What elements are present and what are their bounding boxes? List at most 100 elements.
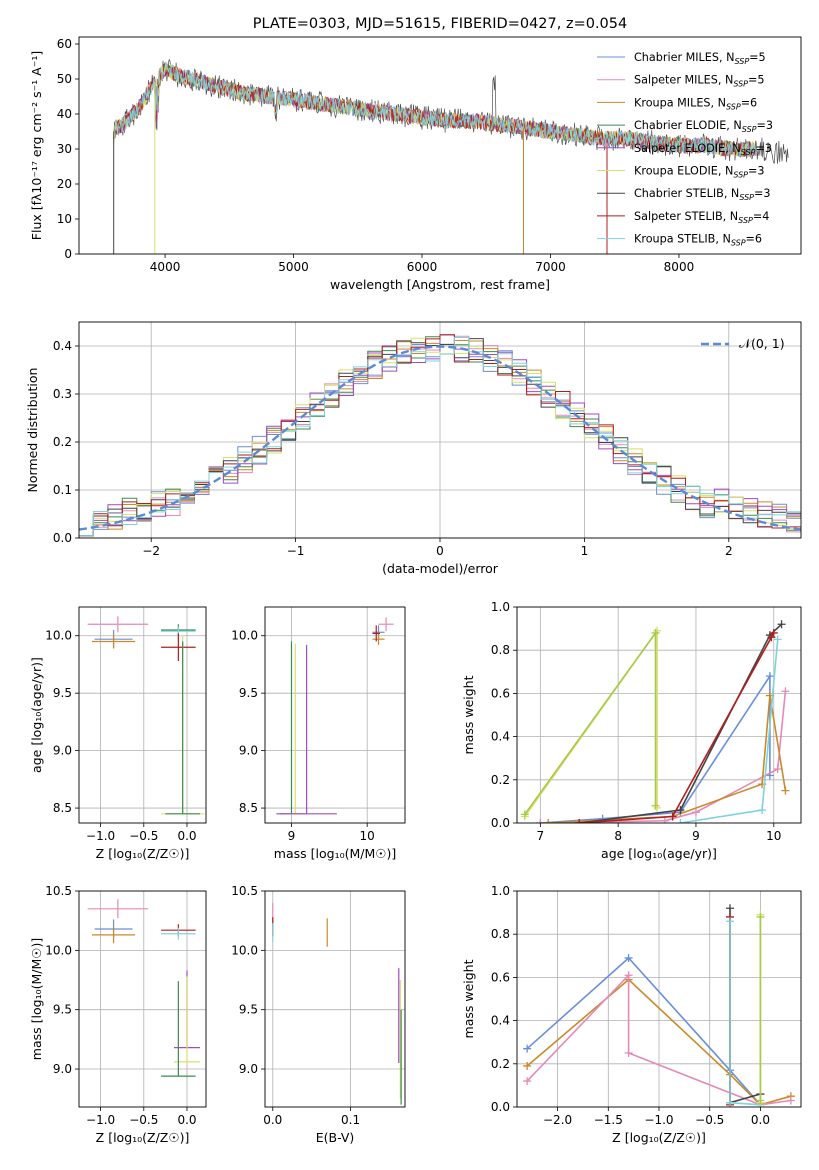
weight-line-5 [729, 921, 761, 1106]
histogram-6 [79, 338, 801, 537]
x-tick-label: −2 [142, 544, 160, 558]
legend-entry: Chabrier MILES, NSSP=5 [634, 51, 766, 66]
weight-line-1 [524, 630, 657, 815]
axes-frame [516, 890, 802, 1108]
plus-marker [668, 812, 677, 821]
y-tick-label: 9.0 [239, 1062, 258, 1076]
plus-marker [544, 819, 553, 823]
plus-marker [767, 633, 776, 642]
plus-marker [773, 765, 782, 773]
y-tick-label: 0.8 [491, 927, 510, 941]
plot-area [265, 607, 405, 823]
axes-frame [264, 890, 406, 1108]
y-tick-label: 9.5 [53, 686, 72, 700]
y-tick-label: 0.0 [491, 816, 510, 830]
x-tick-label: 0.0 [751, 1113, 770, 1127]
x-tick-label: 6000 [407, 260, 438, 274]
chart-mass-vs-EBV: 0.0 0.1 9.0 9.5 10.0 10.5 E(B-V) [231, 884, 406, 1145]
plus-marker [773, 635, 782, 644]
chart-weight-vs-age: 7 8 9 10 0.0 0.2 0.4 0.6 0.8 1.0 age [log₁₀(age/yr… [461, 600, 802, 861]
weight-line-3 [729, 908, 761, 1104]
plus-marker [758, 806, 767, 815]
plus-marker [726, 1098, 734, 1107]
legend-entry: Salpeter MILES, NSSP=5 [634, 74, 765, 89]
axes-frame [516, 606, 802, 824]
y-tick-label: 0.4 [491, 1014, 510, 1028]
legend-entry: Salpeter STELIB, NSSP=4 [634, 210, 769, 225]
plot-area [79, 322, 801, 538]
errorbar-point [276, 644, 337, 815]
plus-marker [777, 620, 786, 629]
x-tick-label: 0 [436, 544, 444, 558]
series-line-8 [113, 61, 757, 158]
plus-marker [781, 786, 790, 795]
plus-marker [575, 819, 584, 823]
chart-weight-vs-Z: −2.0 −1.5 −1.0 −0.5 0.0 0.0 0.2 0.4 0.6 0.8 1.0 Z [… [461, 884, 802, 1145]
x-tick-label: −2.0 [543, 1113, 572, 1127]
chart-spectrum: 4000 5000 6000 7000 8000 0 10 20 30 40 50 60 wavelen… [29, 16, 802, 292]
y-tick-label: 0.0 [491, 1100, 510, 1114]
x-tick-label: 8 [614, 829, 622, 843]
plus-marker [520, 810, 529, 819]
errorbar-point [161, 633, 196, 661]
y-tick-label: 0.6 [491, 686, 510, 700]
plus-marker [756, 912, 765, 921]
y-tick-label: 0.2 [53, 435, 72, 449]
plot-area [113, 58, 789, 254]
y-tick-label: 0.4 [53, 339, 72, 353]
x-axis-label: Z [log₁₀(Z/Z☉)] [612, 1130, 706, 1145]
errorbar-point [161, 981, 196, 1077]
y-tick-label: 1.0 [491, 884, 510, 898]
y-tick-label: 10.0 [45, 943, 72, 957]
plus-marker [769, 628, 778, 637]
x-tick-label: −1.0 [86, 1113, 115, 1127]
y-tick-label: 0.1 [53, 483, 72, 497]
x-tick-label: 7 [537, 829, 545, 843]
plot-area [517, 607, 801, 823]
weight-line-3 [540, 691, 787, 823]
axes-frame [78, 606, 207, 824]
histogram-5 [79, 337, 801, 537]
y-tick-label: 10.0 [231, 629, 258, 643]
y-tick-label: 30 [57, 142, 72, 156]
y-tick-label: 9.5 [53, 1003, 72, 1017]
y-tick-label: 60 [57, 37, 72, 51]
x-tick-label: 7000 [535, 260, 566, 274]
legend-entry: Kroupa STELIB, NSSP=6 [634, 233, 762, 248]
y-tick-label: 10.5 [45, 884, 72, 898]
legend: 𝒩(0, 1) [701, 336, 785, 351]
y-tick-label: 0.6 [491, 970, 510, 984]
errorbar-point [87, 899, 149, 919]
plus-marker [523, 1044, 532, 1053]
x-tick-label: 9 [288, 829, 296, 843]
x-tick-label: 1 [581, 544, 589, 558]
y-tick-label: 9.0 [239, 744, 258, 758]
errorbar-point [91, 634, 136, 649]
axes-frame [264, 606, 406, 824]
chart-age-vs-Z: −1.0 −0.5 0.0 8.5 9.0 9.5 10.0 Z [log₁₀(Z/Z☉)] a… [29, 606, 207, 861]
legend: Chabrier MILES, NSSP=5 Salpeter MILES, NS… [597, 51, 773, 248]
errorbar-point [372, 625, 381, 642]
y-tick-label: 9.0 [53, 744, 72, 758]
y-tick-label: 50 [57, 72, 72, 86]
axes-frame [78, 36, 802, 255]
x-tick-label: 0.0 [263, 1113, 282, 1127]
y-tick-label: 8.5 [239, 801, 258, 815]
x-tick-label: −0.5 [129, 829, 158, 843]
x-tick-label: 8000 [664, 260, 695, 274]
plot-area [265, 891, 405, 1107]
errorbar-point [378, 617, 394, 632]
x-axis-label: Z [log₁₀(Z/Z☉)] [96, 846, 190, 861]
gaussian-curve [79, 345, 801, 531]
x-axis-label: E(B-V) [316, 1130, 355, 1145]
x-axis-label: Z [log₁₀(Z/Z☉)] [96, 1130, 190, 1145]
plus-marker [781, 687, 790, 696]
x-tick-label: 5000 [278, 260, 309, 274]
histogram-8 [79, 337, 801, 537]
axes-frame [78, 890, 207, 1108]
axes-frame [78, 321, 802, 539]
plus-marker [536, 819, 545, 823]
y-tick-label: 10 [57, 212, 72, 226]
y-tick-label: 9.0 [53, 1062, 72, 1076]
